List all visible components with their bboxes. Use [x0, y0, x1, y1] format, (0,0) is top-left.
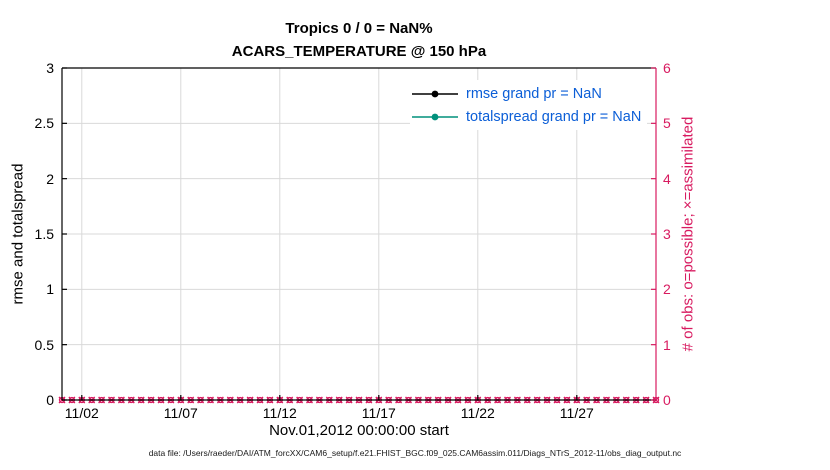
x-tick-label: 11/02: [64, 405, 99, 421]
x-tick-label: 11/17: [361, 405, 396, 421]
chart-subtitle: ACARS_TEMPERATURE @ 150 hPa: [231, 43, 487, 60]
left-y-tick-label: 0.5: [34, 336, 54, 353]
x-tick-label: 11/27: [559, 405, 594, 421]
left-y-tick-label: 2.5: [34, 115, 54, 132]
legend-line-rmse: [412, 90, 458, 97]
right-y-tick-label: 0: [663, 392, 671, 408]
legend-line-totalspread: [412, 113, 458, 120]
left-y-tick-label: 3: [46, 60, 54, 76]
legend-label-rmse: rmse grand pr = NaN: [466, 85, 602, 102]
legend: rmse grand pr = NaN totalspread grand pr…: [410, 80, 648, 130]
legend-label-totalspread: totalspread grand pr = NaN: [466, 108, 642, 125]
right-y-tick-label: 5: [663, 115, 671, 132]
right-y-tick-label: 4: [663, 170, 671, 187]
x-tick-label: 11/12: [262, 405, 297, 421]
right-y-tick-label: 1: [663, 336, 671, 353]
chart-title: Tropics 0 / 0 = NaN%: [285, 20, 433, 37]
data-file-footnote: data file: /Users/raeder/DAI/ATM_forcXX/…: [148, 448, 682, 458]
x-axis-label: Nov.01,2012 00:00:00 start: [269, 422, 449, 439]
right-y-tick-label: 6: [663, 60, 671, 76]
right-y-tick-label: 2: [663, 281, 671, 298]
axes-box: [61, 67, 657, 401]
right-y-tick-label: 3: [663, 226, 671, 242]
left-y-tick-label: 1: [46, 281, 54, 298]
legend-entry-totalspread: totalspread grand pr = NaN: [412, 105, 641, 128]
legend-entry-rmse: rmse grand pr = NaN: [412, 82, 641, 105]
left-y-tick-label: 0: [46, 392, 54, 408]
left-y-tick-label: 2: [46, 170, 54, 187]
x-tick-label: 11/22: [460, 405, 495, 421]
x-tick-label: 11/07: [163, 405, 198, 421]
left-y-tick-label: 1.5: [34, 226, 54, 242]
